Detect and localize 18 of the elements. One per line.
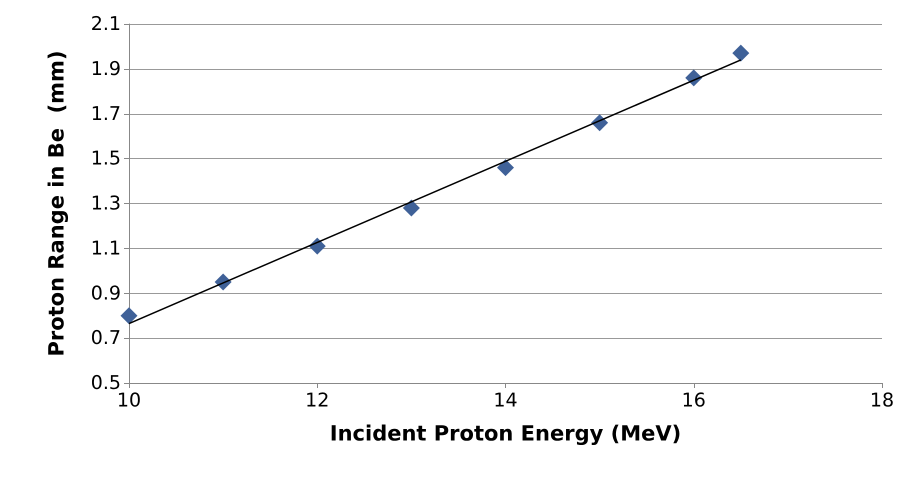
- y-tick-label: 0.9: [90, 282, 121, 304]
- y-tick-label: 1.9: [90, 58, 121, 80]
- x-axis-title: Incident Proton Energy (MeV): [330, 422, 682, 446]
- point: [732, 44, 750, 62]
- y-tick-label: 2.1: [90, 13, 121, 35]
- point: [120, 307, 138, 324]
- x-tick-label: 14: [493, 390, 518, 412]
- y-tick-label: 1.3: [90, 192, 121, 214]
- point: [402, 199, 420, 216]
- y-axis-title: Proton Range in Be (mm): [44, 50, 68, 357]
- point: [497, 159, 514, 176]
- y-tick-label: 1.1: [90, 237, 121, 260]
- y-tick-label: 0.7: [90, 327, 121, 350]
- y-tick-label: 1.5: [90, 148, 121, 170]
- x-tick-label: 12: [305, 390, 330, 412]
- x-tick-label: 18: [870, 390, 894, 412]
- y-tick-label: 1.7: [90, 102, 121, 125]
- x-tick-label: 16: [682, 390, 706, 412]
